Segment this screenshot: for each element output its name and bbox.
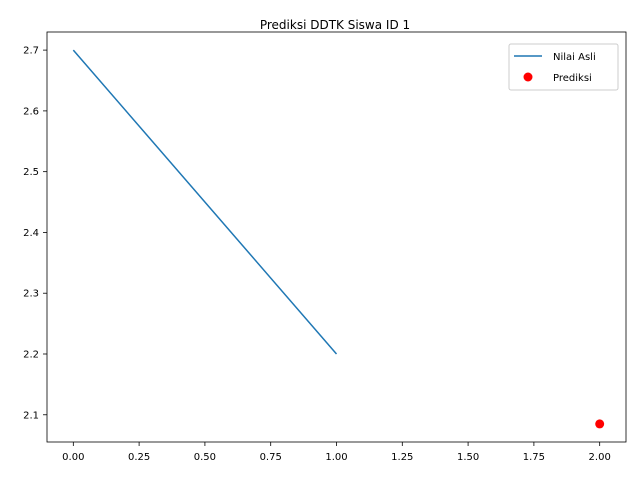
y-tick-label: 2.6 <box>23 106 39 117</box>
y-tick-label: 2.7 <box>23 46 39 57</box>
x-tick-label: 1.00 <box>325 452 347 463</box>
x-tick-label: 1.75 <box>523 452 545 463</box>
x-tick-label: 1.50 <box>457 452 479 463</box>
y-tick-label: 2.3 <box>23 289 39 300</box>
x-tick-label: 0.25 <box>128 452 150 463</box>
x-tick-label: 0.00 <box>62 452 84 463</box>
chart-title: Prediksi DDTK Siswa ID 1 <box>260 18 410 32</box>
y-tick-label: 2.2 <box>23 349 39 360</box>
x-tick-label: 1.25 <box>391 452 413 463</box>
y-tick-label: 2.5 <box>23 167 39 178</box>
y-tick-label: 2.4 <box>23 228 39 239</box>
legend-label: Prediksi <box>553 73 592 84</box>
data-point-prediksi <box>595 419 605 429</box>
x-tick-label: 0.75 <box>260 452 282 463</box>
legend: Nilai Asli Prediksi <box>508 43 619 91</box>
legend-label: Nilai Asli <box>553 52 596 63</box>
legend-marker-icon <box>523 72 533 82</box>
x-tick-label: 2.00 <box>589 452 611 463</box>
x-tick-label: 0.50 <box>194 452 216 463</box>
y-tick-label: 2.1 <box>23 410 39 421</box>
series-line-nilai-asli <box>72 49 338 355</box>
plot-frame <box>46 31 627 443</box>
plot-area: 0.00 0.25 0.50 0.75 1.00 1.25 1.50 1.75 2.00 2.1 2… <box>23 46 611 463</box>
